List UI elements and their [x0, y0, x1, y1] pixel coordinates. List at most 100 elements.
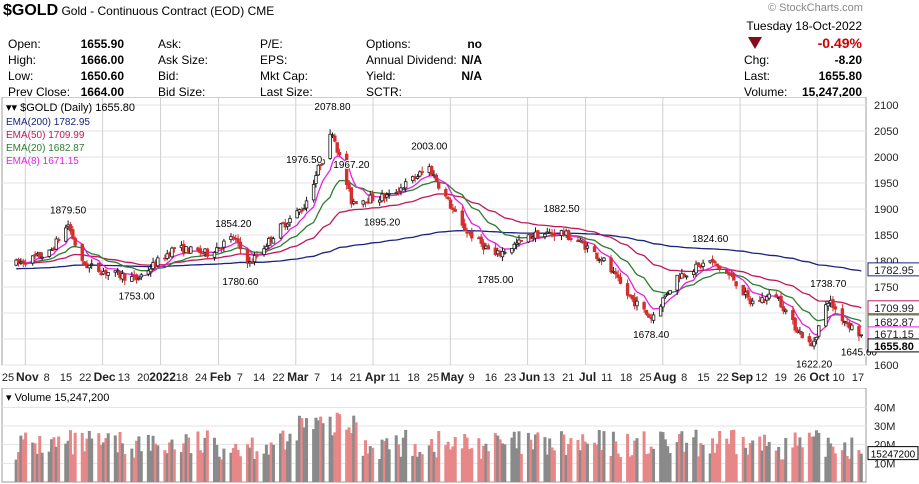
- volume-bar: [71, 454, 75, 482]
- price-annotation: 1753.00: [118, 291, 155, 302]
- price-candle: [569, 233, 573, 242]
- volume-bar: [781, 459, 785, 482]
- price-candle: [807, 333, 812, 347]
- price-candle: [54, 236, 58, 251]
- chart-title: $GOLD Gold - Continuous Contract (EOD) C…: [3, 2, 274, 20]
- x-tick-label: 7: [314, 372, 320, 384]
- down-arrow-icon: [748, 37, 762, 49]
- x-tick-label: 11: [601, 372, 612, 384]
- volume-bar: [64, 443, 68, 482]
- price-candle: [354, 201, 358, 205]
- x-tick-label: 7: [237, 372, 243, 384]
- volume-bar: [647, 453, 651, 482]
- volume-bar: [510, 437, 514, 482]
- right-value-label: 1782.95: [867, 262, 919, 277]
- eps-label: EPS:: [260, 53, 288, 67]
- candle-body: [250, 262, 254, 264]
- price-candle: [418, 170, 422, 178]
- price-candle: [205, 247, 210, 260]
- x-tick-label: 17: [852, 372, 864, 384]
- price-candle: [90, 259, 94, 269]
- candle-body: [514, 242, 519, 245]
- price-candle: [798, 326, 802, 335]
- price-candle: [415, 174, 420, 180]
- volume-bar: [382, 441, 386, 482]
- volume-bar: [649, 446, 653, 482]
- price-annotation: 2003.00: [411, 141, 448, 152]
- volume-bar: [19, 435, 23, 482]
- bid-label: Bid:: [158, 69, 179, 83]
- volume-bar: [104, 438, 108, 482]
- price-candle: [592, 244, 597, 253]
- price-candle: [97, 262, 101, 273]
- bid-size-label: Bid Size:: [158, 85, 206, 99]
- x-tick-label: 18: [408, 372, 420, 384]
- price-candle: [134, 273, 139, 284]
- volume-bar: [576, 439, 580, 482]
- volume-bar: [831, 446, 835, 482]
- candle-body: [337, 152, 342, 156]
- volume-bar: [397, 444, 401, 482]
- volume-bar: [611, 431, 615, 482]
- price-candle: [304, 196, 309, 212]
- price-candle: [300, 207, 304, 215]
- volume-bar: [319, 416, 323, 482]
- volume-bar: [531, 449, 535, 482]
- low-value: 1650.60: [80, 69, 124, 83]
- volume-last-label: 15247200: [871, 450, 916, 461]
- price-candle: [316, 160, 321, 176]
- volume-bar: [727, 443, 731, 482]
- candle-body: [215, 247, 219, 253]
- price-candle: [337, 148, 342, 158]
- volume-bar: [467, 449, 471, 482]
- price-annotation: 1854.20: [215, 219, 252, 230]
- volume-bar: [824, 456, 828, 482]
- candle-body: [54, 238, 58, 250]
- candle-body: [566, 230, 571, 241]
- price-candle: [123, 273, 127, 286]
- price-candle: [71, 225, 75, 240]
- volume-bar: [725, 438, 729, 482]
- candle-body: [444, 189, 448, 197]
- price-annotation: 1967.20: [333, 160, 370, 171]
- price-candle: [387, 189, 391, 199]
- volume-bar: [449, 449, 453, 482]
- price-candle: [335, 142, 339, 156]
- price-candle: [717, 265, 722, 272]
- candle-body: [725, 269, 729, 274]
- candle-body: [90, 263, 94, 266]
- volume-bar: [170, 439, 174, 482]
- volume-bar: [784, 437, 788, 482]
- price-candle: [536, 229, 540, 239]
- price-candle: [833, 303, 838, 313]
- volume-bar: [184, 434, 188, 482]
- x-tick-label: 22: [79, 372, 91, 384]
- price-candle: [330, 132, 335, 139]
- candle-body: [40, 256, 44, 259]
- x-tick-label: 25: [639, 372, 651, 384]
- volume-bar: [281, 430, 285, 482]
- candle-body: [295, 210, 299, 219]
- price-annotation: 1622.20: [796, 359, 833, 370]
- volume-bar: [135, 440, 139, 482]
- candle-body: [857, 326, 861, 337]
- price-candle: [212, 251, 217, 261]
- x-tick-label: 13: [543, 372, 555, 384]
- price-candle: [311, 179, 316, 203]
- open-value: 1655.90: [80, 37, 124, 51]
- volume-bar: [711, 438, 715, 482]
- last-value: 1655.80: [818, 69, 862, 83]
- candle-body: [311, 184, 316, 201]
- description: Gold - Continuous Contract (EOD): [61, 4, 245, 18]
- volume-bar: [583, 441, 587, 482]
- volume-bar: [746, 454, 750, 482]
- y-tick-label: 2050: [874, 126, 898, 138]
- candle-body: [38, 252, 42, 258]
- x-tick-label: Jul: [579, 370, 596, 384]
- price-candle: [47, 249, 51, 258]
- price-candle: [614, 267, 618, 279]
- price-candle: [625, 279, 630, 300]
- volume-bar: [354, 422, 358, 482]
- high-label: High:: [8, 53, 37, 67]
- price-candle: [578, 237, 583, 243]
